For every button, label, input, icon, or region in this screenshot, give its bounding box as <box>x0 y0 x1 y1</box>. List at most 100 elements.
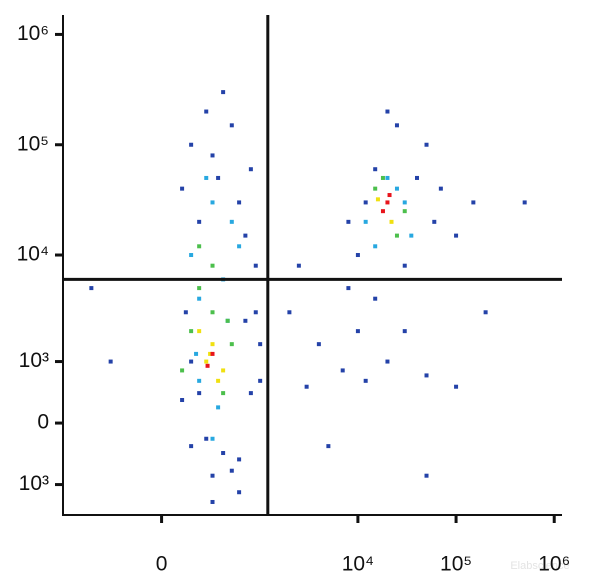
point <box>258 378 263 383</box>
point <box>373 244 378 249</box>
point <box>454 233 459 238</box>
point <box>409 233 414 238</box>
point <box>189 359 194 364</box>
point <box>424 373 429 378</box>
point <box>415 175 420 180</box>
point <box>216 175 221 180</box>
point <box>204 359 209 364</box>
point <box>483 310 488 315</box>
point <box>229 123 234 128</box>
point <box>296 263 301 268</box>
point <box>210 263 215 268</box>
y-tick-label: 10⁶ <box>17 22 49 45</box>
point <box>355 329 360 334</box>
point <box>225 318 230 323</box>
point <box>229 468 234 473</box>
point <box>389 219 394 224</box>
point <box>89 286 94 291</box>
point <box>340 368 345 373</box>
point <box>210 499 215 504</box>
point <box>221 90 226 95</box>
y-tick-label: 0 <box>37 411 49 434</box>
point <box>189 253 194 258</box>
point <box>180 398 185 403</box>
point <box>221 368 226 373</box>
x-tick-label: 10⁶ <box>538 553 570 576</box>
point <box>522 200 527 205</box>
point <box>183 310 188 315</box>
point <box>210 473 215 478</box>
point <box>380 175 385 180</box>
point <box>197 244 202 249</box>
point <box>189 329 194 334</box>
point <box>394 186 399 191</box>
point <box>424 142 429 147</box>
point <box>326 444 331 449</box>
point <box>373 167 378 172</box>
point <box>355 253 360 258</box>
x-tick-label: 10⁵ <box>440 553 472 576</box>
point <box>385 109 390 114</box>
point <box>248 391 253 396</box>
point <box>438 186 443 191</box>
point <box>287 310 292 315</box>
point <box>205 363 210 368</box>
point <box>471 200 476 205</box>
point <box>210 200 215 205</box>
point <box>253 310 258 315</box>
point <box>197 391 202 396</box>
point <box>385 175 390 180</box>
x-tick-label: 10⁴ <box>342 553 374 576</box>
point <box>387 193 392 198</box>
y-tick-label: 10³ <box>19 472 49 495</box>
point <box>237 490 242 495</box>
point <box>248 167 253 172</box>
point <box>204 175 209 180</box>
point <box>180 186 185 191</box>
point <box>210 310 215 315</box>
point <box>373 296 378 301</box>
point <box>402 329 407 334</box>
point <box>216 378 221 383</box>
point <box>243 318 248 323</box>
point <box>363 378 368 383</box>
point <box>229 342 234 347</box>
point <box>375 197 380 202</box>
point <box>197 378 202 383</box>
point <box>304 384 309 389</box>
point <box>237 457 242 462</box>
point <box>346 219 351 224</box>
point <box>180 368 185 373</box>
point <box>363 219 368 224</box>
point <box>221 451 226 456</box>
point <box>402 209 407 214</box>
point <box>454 384 459 389</box>
y-tick-label: 10³ <box>19 349 49 372</box>
point <box>385 200 390 205</box>
point <box>197 296 202 301</box>
point <box>363 200 368 205</box>
point <box>189 444 194 449</box>
point <box>197 219 202 224</box>
point <box>204 436 209 441</box>
point <box>210 351 215 356</box>
point <box>221 391 226 396</box>
watermark: Elabscience <box>510 560 569 572</box>
point <box>424 473 429 478</box>
point <box>194 351 199 356</box>
point <box>229 219 234 224</box>
point <box>189 142 194 147</box>
point <box>380 209 385 214</box>
point <box>210 153 215 158</box>
point <box>204 109 209 114</box>
point <box>402 263 407 268</box>
point <box>210 342 215 347</box>
point <box>210 436 215 441</box>
point <box>243 233 248 238</box>
point <box>346 286 351 291</box>
point <box>394 233 399 238</box>
y-tick-label: 10⁴ <box>17 243 49 266</box>
point <box>237 244 242 249</box>
point <box>216 405 221 410</box>
